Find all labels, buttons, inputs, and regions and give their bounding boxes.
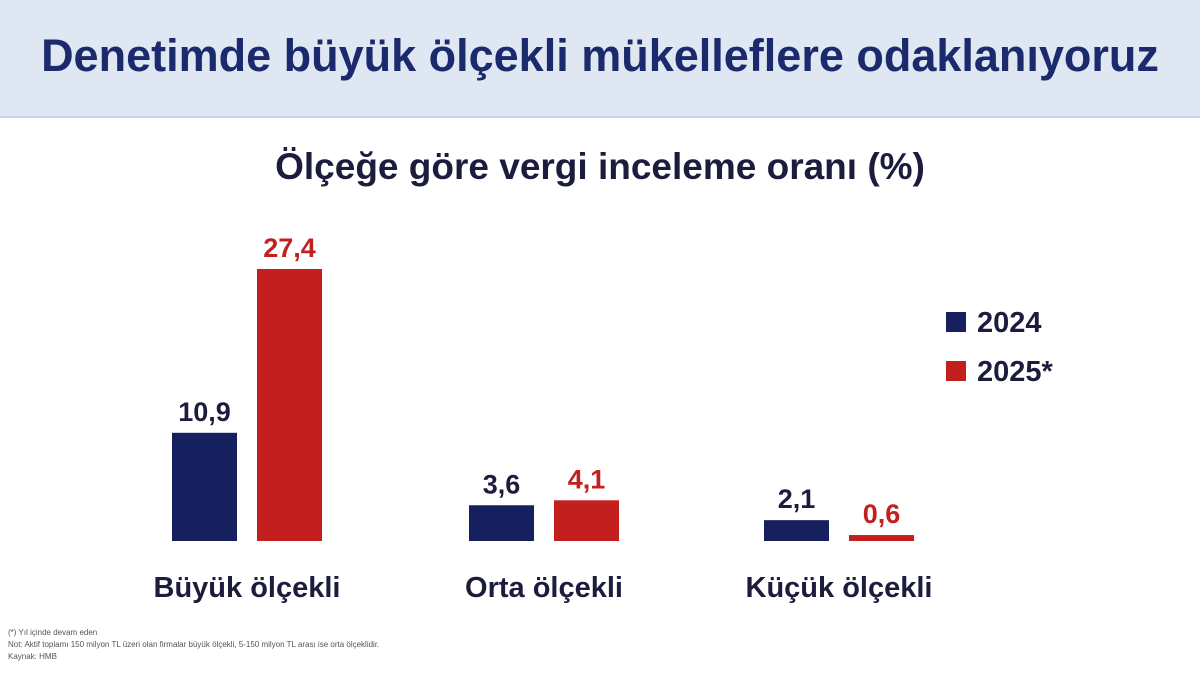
bar-2025-0 xyxy=(257,269,322,541)
data-label-2025-0: 27,4 xyxy=(263,233,316,263)
legend-swatch-2025 xyxy=(946,361,966,381)
data-label-2024-2: 2,1 xyxy=(778,484,816,514)
data-label-2024-0: 10,9 xyxy=(178,397,231,427)
category-label-2: Küçük ölçekli xyxy=(746,572,933,604)
footnote-note: Not: Aktif toplamı 150 milyon TL üzeri o… xyxy=(8,640,380,649)
footnote-source: Kaynak: HMB xyxy=(8,652,57,661)
bar-2024-2 xyxy=(764,520,829,541)
legend-label-2024: 2024 xyxy=(977,307,1042,339)
data-label-2024-1: 3,6 xyxy=(483,469,521,499)
data-label-2025-2: 0,6 xyxy=(863,499,901,529)
legend-label-2025: 2025* xyxy=(977,356,1054,388)
bar-2025-1 xyxy=(554,500,619,541)
bar-2025-2 xyxy=(849,535,914,541)
bar-2024-1 xyxy=(469,505,534,541)
footnotes: (*) Yıl içinde devam eden Not: Aktif top… xyxy=(8,627,379,663)
header-banner: Denetimde büyük ölçekli mükelleflere oda… xyxy=(0,0,1200,118)
page-title: Denetimde büyük ölçekli mükelleflere oda… xyxy=(41,30,1159,81)
legend-swatch-2024 xyxy=(946,312,966,332)
bar-2024-0 xyxy=(172,432,237,541)
category-label-1: Orta ölçekli xyxy=(465,572,623,604)
footnote-asterisk: (*) Yıl içinde devam eden xyxy=(8,628,98,637)
chart-title: Ölçeğe göre vergi inceleme oranı (%) xyxy=(275,146,925,187)
category-label-0: Büyük ölçekli xyxy=(154,572,341,604)
data-label-2025-1: 4,1 xyxy=(568,464,606,494)
